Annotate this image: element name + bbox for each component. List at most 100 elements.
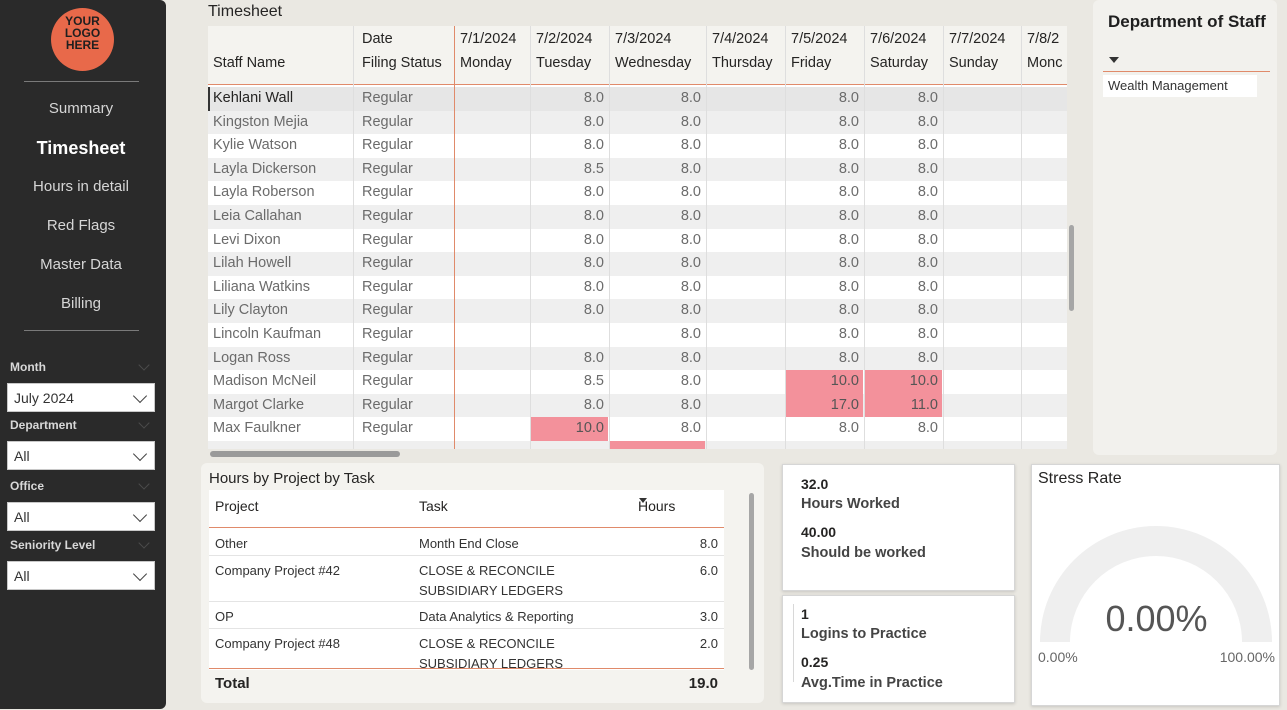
timesheet-row[interactable]	[208, 441, 1067, 449]
nav-billing[interactable]: Billing	[60, 295, 102, 312]
staff-name-cell: Margot Clarke	[213, 396, 305, 413]
should-be-worked-value: 40.00	[801, 524, 837, 540]
project-row[interactable]: Company Project #42 CLOSE & RECONCILE 6.0 S…	[209, 556, 724, 602]
header-day-2[interactable]: Wednesday	[615, 55, 692, 71]
timesheet-row[interactable]: Leia Callahan Regular 8.0 8.0 8.0 8.0	[208, 205, 1067, 229]
department-select[interactable]: All	[7, 441, 155, 470]
nav-summary[interactable]: Summary	[48, 100, 114, 117]
hours-by-project-table[interactable]: Project Task Hours Other Month End Close 8…	[209, 490, 724, 670]
staff-name-cell: Logan Ross	[213, 349, 291, 366]
seniority-select[interactable]: All	[7, 561, 155, 590]
total-label: Total	[215, 675, 250, 692]
logins-value: 1	[801, 606, 809, 622]
hours-cell: 8.0	[583, 184, 604, 201]
hours-cell: 8.0	[583, 396, 604, 413]
logins-label: Logins to Practice	[801, 626, 927, 642]
header-day-3[interactable]: Thursday	[712, 55, 773, 71]
hours-cell: 8.0	[838, 113, 859, 130]
chevron-down-icon[interactable]	[138, 537, 150, 549]
project-row[interactable]: Other Month End Close 8.0	[209, 529, 724, 556]
header-day-1[interactable]: Tuesday	[536, 55, 592, 71]
header-day-4[interactable]: Friday	[791, 55, 832, 71]
header-day-7[interactable]: Monc	[1027, 55, 1063, 71]
hours-cell: 8.0	[917, 137, 938, 154]
nav-master-data[interactable]: Master Data	[40, 256, 122, 273]
timesheet-row[interactable]: Kehlani Wall Regular 8.0 8.0 8.0 8.0	[208, 87, 1067, 111]
chevron-down-icon[interactable]	[138, 359, 150, 371]
timesheet-horizontal-scrollbar[interactable]	[210, 451, 400, 457]
hours-cell: 8.0	[680, 160, 701, 177]
sidebar: YOUR LOGO HERE Summary Timesheet Hours i…	[0, 0, 166, 709]
timesheet-row[interactable]: Liliana Watkins Regular 8.0 8.0 8.0 8.0	[208, 276, 1067, 300]
office-select[interactable]: All	[7, 502, 155, 531]
hours-cell	[707, 347, 784, 371]
department-option[interactable]: Wealth Management	[1103, 75, 1257, 97]
hours-cell	[944, 111, 1020, 135]
hours-cell: 8.0	[917, 278, 938, 295]
timesheet-row[interactable]: Logan Ross Regular 8.0 8.0 8.0 8.0	[208, 346, 1067, 371]
timesheet-row[interactable]: Kylie Watson Regular 8.0 8.0 8.0 8.0	[208, 134, 1067, 158]
hours-cell: 8.0	[583, 302, 604, 319]
nav-red-flags[interactable]: Red Flags	[46, 217, 116, 234]
timesheet-row[interactable]: Kingston Mejia Regular 8.0 8.0 8.0 8.0	[208, 110, 1067, 135]
hours-cell: 10.0	[865, 370, 942, 394]
sidebar-divider-bottom	[24, 330, 139, 331]
hours-cell	[455, 252, 529, 276]
timesheet-row[interactable]: Max Faulkner Regular 10.0 8.0 8.0 8.0	[208, 417, 1067, 441]
hours-cell	[707, 276, 784, 300]
avg-time-label: Avg.Time in Practice	[801, 675, 943, 691]
hours-cell: 8.0	[583, 90, 604, 106]
hours-cell	[944, 205, 1020, 229]
hours-by-project-scrollbar[interactable]	[749, 493, 754, 670]
hours-cell: 8.0	[917, 113, 938, 130]
header-staff-name[interactable]: Staff Name	[213, 55, 286, 71]
timesheet-row[interactable]: Lilah Howell Regular 8.0 8.0 8.0 8.0	[208, 252, 1067, 276]
hours-cell: 8.0	[838, 90, 859, 106]
header-filing-status[interactable]: Filing Status	[362, 55, 442, 71]
hours-cell: 8.0	[680, 302, 701, 319]
chevron-down-icon[interactable]	[138, 417, 150, 429]
department-slicer-title: Department of Staff	[1108, 12, 1266, 31]
timesheet-row[interactable]: Layla Roberson Regular 8.0 8.0 8.0 8.0	[208, 181, 1067, 205]
gauge-chart	[1040, 526, 1272, 642]
timesheet-row[interactable]: Layla Dickerson Regular 8.5 8.0 8.0 8.0	[208, 157, 1067, 182]
timesheet-row[interactable]: Levi Dixon Regular 8.0 8.0 8.0 8.0	[208, 229, 1067, 253]
hours-cell: 8.0	[917, 326, 938, 342]
hours-by-project-title: Hours by Project by Task	[209, 470, 375, 487]
header-hours[interactable]: Hours	[638, 498, 676, 514]
header-day-5[interactable]: Saturday	[870, 55, 929, 71]
timesheet-table[interactable]: Staff Name Date Filing Status 7/1/2024 Mo…	[208, 26, 1067, 449]
timesheet-row[interactable]: Margot Clarke Regular 8.0 8.0 17.0 11.0	[208, 393, 1067, 418]
header-day-0[interactable]: Monday	[460, 55, 512, 71]
header-project[interactable]: Project	[215, 498, 259, 514]
header-task[interactable]: Task	[419, 498, 448, 514]
staff-name-cell: Layla Dickerson	[213, 160, 317, 177]
timesheet-vertical-scrollbar[interactable]	[1069, 225, 1074, 311]
sort-caret-icon[interactable]	[1109, 57, 1119, 63]
filing-status-cell: Regular	[362, 137, 413, 154]
hours-cell	[944, 441, 1020, 449]
hours-cell	[531, 323, 608, 347]
month-select[interactable]: July 2024	[7, 383, 155, 412]
header-date-6: 7/7/2024	[949, 31, 1006, 47]
timesheet-row[interactable]: Madison McNeil Regular 8.5 8.0 10.0 10.0	[208, 370, 1067, 394]
hours-cell	[944, 417, 1020, 441]
hours-cell: 8.0	[838, 137, 859, 154]
hours-cell	[944, 394, 1020, 418]
hours-cell	[1022, 347, 1067, 371]
hours-cell: 8.0	[917, 208, 938, 224]
project-row[interactable]: OP Data Analytics & Reporting 3.0	[209, 602, 724, 629]
filing-status-cell: Regular	[362, 160, 413, 177]
nav-timesheet[interactable]: Timesheet	[36, 138, 126, 158]
header-day-6[interactable]: Sunday	[949, 55, 999, 71]
hours-cell: 10.0	[531, 417, 608, 441]
timesheet-row[interactable]: Lily Clayton Regular 8.0 8.0 8.0 8.0	[208, 299, 1067, 323]
nav-hours-in-detail[interactable]: Hours in detail	[33, 178, 129, 195]
office-select-value: All	[14, 509, 30, 525]
chevron-down-icon[interactable]	[138, 478, 150, 490]
timesheet-row[interactable]: Lincoln Kaufman Regular 8.0 8.0 8.0	[208, 323, 1067, 347]
grid-line	[864, 26, 865, 449]
hours-cell: 8.0	[917, 231, 938, 248]
staff-name-cell: Max Faulkner	[213, 420, 301, 437]
project-row[interactable]: Company Project #48 CLOSE & RECONCILE 2.0 S…	[209, 629, 724, 670]
